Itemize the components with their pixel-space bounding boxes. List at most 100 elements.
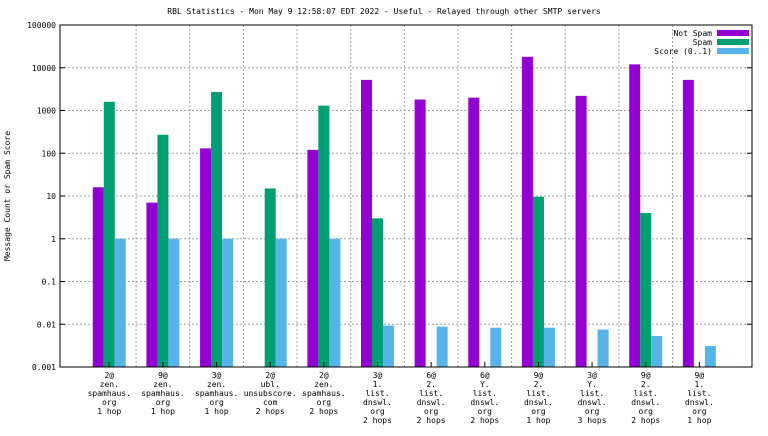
- x-tick-label: ubl.: [261, 380, 280, 389]
- x-tick-label: 2 hops: [256, 407, 285, 416]
- x-tick-label: 1.: [373, 380, 383, 389]
- bar-not-spam: [682, 79, 694, 367]
- x-tick-label: unsubscore.: [244, 389, 297, 398]
- x-tick-label: 2.: [641, 380, 651, 389]
- y-tick-label: 0.1: [42, 278, 57, 287]
- x-tick-label: list.: [634, 389, 658, 398]
- legend-label: Spam: [693, 38, 712, 47]
- x-tick-label: 2.: [426, 380, 436, 389]
- y-tick-label: 1000: [37, 107, 56, 116]
- bar-not-spam: [521, 56, 533, 368]
- legend-label: Score (0..1): [654, 47, 712, 56]
- bar-score-: [543, 327, 555, 367]
- x-tick-label: list.: [365, 389, 389, 398]
- y-axis-label: Message Count or Spam Score: [3, 131, 12, 261]
- x-tick-label: 9@: [695, 371, 705, 380]
- x-tick-label: org: [531, 407, 546, 416]
- x-tick-label: 1 hop: [526, 416, 550, 425]
- bar-not-spam: [92, 187, 104, 367]
- x-tick-label: 2 hops: [470, 416, 499, 425]
- x-tick-label: 2@: [265, 371, 275, 380]
- legend-swatch: [717, 39, 749, 45]
- x-tick-label: 3@: [373, 371, 383, 380]
- bar-not-spam: [307, 149, 319, 367]
- y-tick-label: 1: [51, 235, 56, 244]
- x-tick-label: 2@: [104, 371, 114, 380]
- x-tick-label: org: [209, 398, 224, 407]
- x-tick-label: dnswl.: [524, 398, 553, 407]
- bar-score-: [329, 238, 341, 367]
- x-tick-label: list.: [687, 389, 711, 398]
- x-tick-label: 9@: [158, 371, 168, 380]
- bar-score-: [168, 238, 180, 367]
- x-tick-label: org: [585, 407, 600, 416]
- x-tick-label: com: [263, 398, 278, 407]
- bar-spam: [318, 105, 330, 368]
- x-tick-label: Y.: [480, 380, 490, 389]
- x-tick-label: 1 hop: [151, 407, 175, 416]
- x-tick-label: 6@: [426, 371, 436, 380]
- x-tick-label: 3@: [212, 371, 222, 380]
- x-tick-label: org: [638, 407, 653, 416]
- bar-not-spam: [629, 64, 641, 368]
- x-tick-label: org: [692, 407, 707, 416]
- legend-swatch: [717, 30, 749, 36]
- x-tick-label: org: [370, 407, 385, 416]
- x-tick-label: dnswl.: [470, 398, 499, 407]
- x-tick-label: spamhaus.: [195, 389, 238, 398]
- x-tick-label: zen.: [100, 380, 119, 389]
- plot-frame: [59, 24, 753, 368]
- x-tick-label: spamhaus.: [302, 389, 345, 398]
- x-tick-label: org: [317, 398, 332, 407]
- chart-title: RBL Statistics - Mon May 9 12:58:07 EDT …: [167, 7, 601, 16]
- x-tick-label: org: [478, 407, 493, 416]
- y-tick-label: 100: [42, 149, 57, 158]
- x-tick-label: zen.: [153, 380, 172, 389]
- x-tick-label: list.: [526, 389, 550, 398]
- x-tick-label: 1.: [695, 380, 705, 389]
- x-tick-label: 2 hops: [363, 416, 392, 425]
- x-tick-label: dnswl.: [578, 398, 607, 407]
- y-tick-label: 10: [46, 192, 56, 201]
- x-tick-label: zen.: [207, 380, 226, 389]
- x-tick-label: spamhaus.: [88, 389, 131, 398]
- bar-score-: [222, 238, 234, 367]
- x-tick-label: 9@: [534, 371, 544, 380]
- x-tick-label: org: [102, 398, 117, 407]
- x-tick-label: 6@: [480, 371, 490, 380]
- x-tick-label: 2.: [534, 380, 544, 389]
- bar-score-: [490, 327, 502, 367]
- x-tick-label: Y.: [587, 380, 597, 389]
- x-tick-label: 9@: [641, 371, 651, 380]
- x-tick-label: 3@: [587, 371, 597, 380]
- legend-label: Not Spam: [673, 29, 712, 38]
- x-tick-label: 1 hop: [97, 407, 121, 416]
- x-tick-label: list.: [580, 389, 604, 398]
- bar-score-: [651, 336, 663, 367]
- legend-swatch: [717, 48, 749, 54]
- y-tick-label: 0.001: [32, 363, 56, 372]
- x-tick-label: spamhaus.: [141, 389, 184, 398]
- bar-score-: [275, 238, 287, 367]
- x-tick-label: list.: [473, 389, 497, 398]
- x-tick-label: 1 hop: [205, 407, 229, 416]
- y-tick-label: 0.01: [37, 320, 56, 329]
- x-tick-label: list.: [419, 389, 443, 398]
- x-tick-label: 2@: [319, 371, 329, 380]
- bar-not-spam: [146, 202, 158, 367]
- y-tick-label: 100000: [27, 21, 56, 30]
- y-tick-label: 10000: [32, 64, 56, 73]
- bar-spam: [103, 101, 115, 368]
- bar-not-spam: [414, 99, 426, 367]
- bar-score-: [382, 325, 394, 367]
- bar-spam: [157, 134, 169, 367]
- x-tick-label: dnswl.: [685, 398, 714, 407]
- bar-not-spam: [360, 79, 372, 367]
- bar-spam: [264, 188, 276, 367]
- bar-spam: [371, 218, 383, 367]
- bar-spam: [211, 92, 223, 367]
- x-tick-label: dnswl.: [631, 398, 660, 407]
- x-tick-label: org: [424, 407, 439, 416]
- bar-score-: [436, 326, 448, 367]
